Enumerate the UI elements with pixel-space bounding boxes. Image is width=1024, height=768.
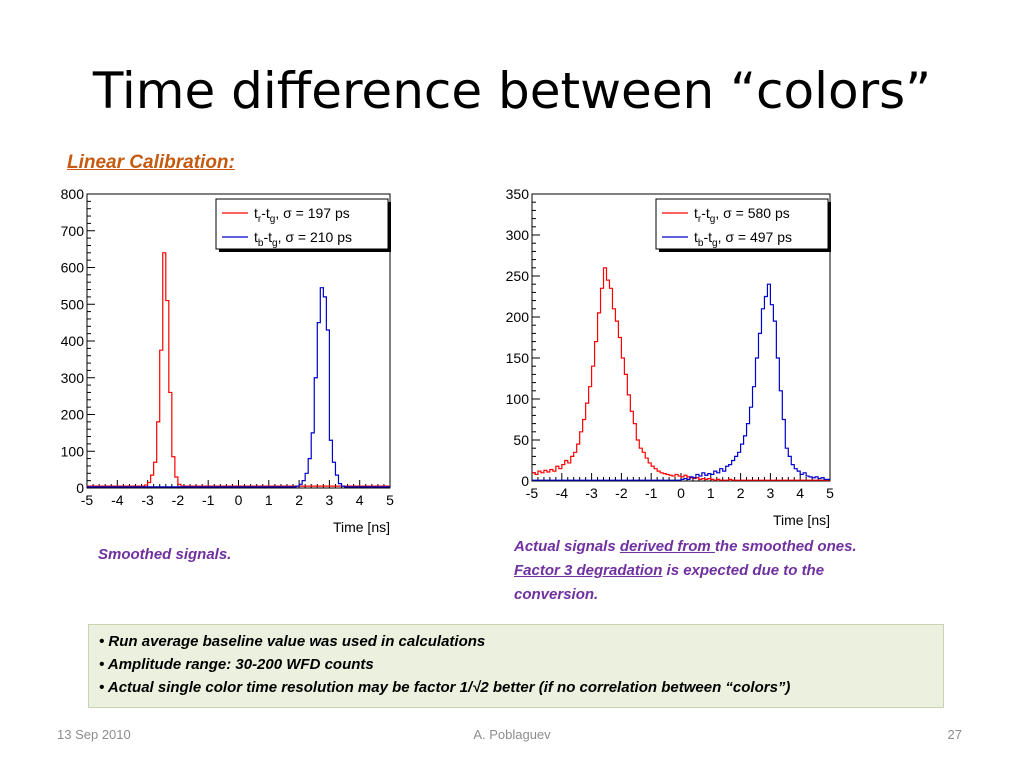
x-tick-label: -1	[645, 485, 658, 501]
legend-text-part: -t	[703, 229, 712, 245]
legend-box	[215, 198, 389, 250]
x-tick-label: -3	[585, 485, 598, 501]
y-tick-label: 50	[513, 432, 529, 448]
series-line-t_r-t_g	[532, 267, 830, 481]
series-line-t_r-t_g	[87, 252, 390, 487]
x-tick-label: 5	[826, 485, 834, 501]
caption-right-link1: derived from	[619, 538, 715, 555]
caption-right-part3: is expected due to the conversion.	[514, 562, 825, 603]
footer-author: A. Poblaguev	[473, 727, 551, 742]
x-axis-label: Time [ns]	[773, 512, 830, 528]
y-tick-label: 300	[506, 227, 530, 243]
histogram-chart-left: -5 -4 -3 -2 -1 0 1 2 3 4 5 0 100 200 300 400 500 600 700 80…	[60, 182, 400, 535]
legend-text-part: , σ = 580 ps	[715, 205, 789, 221]
y-tick-label: 0	[521, 473, 529, 489]
legend-text-part: t	[694, 205, 698, 221]
y-tick-label: 400	[61, 333, 85, 349]
y-tick-label: 200	[506, 309, 530, 325]
x-tick-label: -2	[615, 485, 628, 501]
x-tick-label: 4	[796, 485, 804, 501]
legend-text-part: r	[258, 214, 262, 225]
y-tick-label: 0	[76, 480, 84, 496]
x-tick-label: 0	[677, 485, 685, 501]
footer-page-number: 27	[947, 727, 962, 742]
legend-entry: tb-tg, σ = 210 ps	[254, 229, 352, 249]
legend-text-part: g	[710, 214, 716, 225]
legend-text-part: -t	[701, 205, 710, 221]
legend-text-part: t	[694, 229, 698, 245]
legend-text-part: , σ = 497 ps	[718, 229, 792, 245]
caption-right-part1: Actual signals	[514, 538, 620, 555]
x-tick-label: -2	[172, 492, 185, 508]
caption-right: Actual signals derived from the smoothed…	[514, 535, 894, 607]
legend-entry: tr-tg, σ = 197 ps	[254, 205, 350, 225]
x-tick-label: -1	[202, 492, 215, 508]
y-tick-label: 600	[61, 260, 85, 276]
legend-text-part: , σ = 197 ps	[275, 205, 349, 221]
note-text: Run average baseline value was used in c…	[108, 633, 486, 650]
legend-entry: tb-tg, σ = 497 ps	[694, 229, 792, 249]
x-tick-label: 1	[707, 485, 715, 501]
legend-text-part: r	[698, 214, 702, 225]
x-tick-label: -4	[111, 492, 124, 508]
legend-text-part: -t	[261, 205, 270, 221]
x-tick-label: 3	[326, 492, 334, 508]
x-tick-label: 0	[235, 492, 243, 508]
x-tick-label: 2	[737, 485, 745, 501]
legend-text-part: g	[272, 238, 278, 249]
caption-right-link2: Factor 3 degradation	[514, 562, 663, 579]
x-tick-label: -4	[556, 485, 569, 501]
note-item: • Actual single color time resolution ma…	[99, 679, 791, 696]
note-item: • Amplitude range: 30-200 WFD counts	[99, 656, 374, 673]
x-axis-label: Time [ns]	[333, 519, 390, 535]
legend-text-part: g	[712, 238, 718, 249]
notes-box: • Run average baseline value was used in…	[88, 624, 944, 708]
caption-right-part2: the smoothed ones.	[714, 538, 857, 555]
legend-box	[655, 198, 829, 250]
note-text: Actual single color time resolution may …	[107, 679, 791, 696]
x-tick-label: 5	[386, 492, 394, 508]
y-tick-label: 200	[61, 407, 85, 423]
x-tick-label: 1	[265, 492, 273, 508]
slide-title: Time difference between “colors”	[92, 62, 932, 120]
y-tick-label: 700	[61, 223, 85, 239]
x-tick-label: 4	[356, 492, 364, 508]
series-line-t_b-t_g	[532, 283, 830, 481]
footer-date: 13 Sep 2010	[57, 727, 131, 742]
legend-text-part: b	[258, 238, 264, 249]
y-tick-label: 150	[506, 350, 530, 366]
note-text: Amplitude range: 30-200 WFD counts	[107, 656, 374, 673]
y-tick-label: 100	[506, 391, 530, 407]
subtitle: Linear Calibration:	[67, 152, 235, 173]
y-tick-label: 250	[506, 268, 530, 284]
histogram-chart-right: -5 -4 -3 -2 -1 0 1 2 3 4 5 0 50 100 150 200 250 300 350 Tim…	[505, 182, 845, 534]
y-tick-label: 800	[61, 186, 85, 202]
x-tick-label: -5	[526, 485, 539, 501]
y-tick-label: 300	[61, 370, 85, 386]
legend-text-part: b	[698, 238, 704, 249]
x-tick-label: 3	[767, 485, 775, 501]
series-line-t_b-t_g	[87, 287, 390, 488]
caption-left: Smoothed signals.	[98, 543, 231, 567]
legend-text-part: -t	[263, 229, 272, 245]
x-tick-label: 2	[295, 492, 303, 508]
y-tick-label: 350	[506, 186, 530, 202]
legend-text-part: t	[254, 205, 258, 221]
legend-text-part: t	[254, 229, 258, 245]
x-tick-label: -5	[81, 492, 94, 508]
note-item: • Run average baseline value was used in…	[99, 633, 486, 650]
legend-text-part: g	[270, 214, 276, 225]
y-tick-label: 500	[61, 296, 85, 312]
legend-entry: tr-tg, σ = 580 ps	[694, 205, 790, 225]
caption-left-text: Smoothed signals.	[98, 546, 232, 563]
y-tick-label: 100	[61, 443, 85, 459]
x-tick-label: -3	[141, 492, 154, 508]
legend-text-part: , σ = 210 ps	[278, 229, 352, 245]
